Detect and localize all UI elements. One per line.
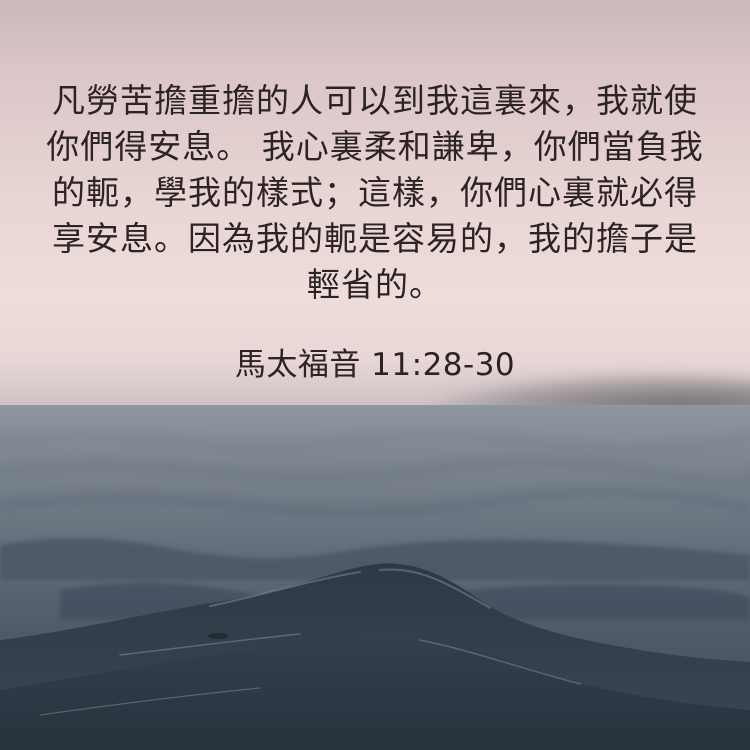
pink-sky bbox=[0, 0, 750, 420]
verse-text: 凡勞苦擔重擔的人可以到我這裏來，我就使你們得安息。 我心裏柔和謙卑，你們當負我的… bbox=[46, 81, 704, 304]
verse-reference: 馬太福音 11:28-30 bbox=[234, 347, 516, 383]
